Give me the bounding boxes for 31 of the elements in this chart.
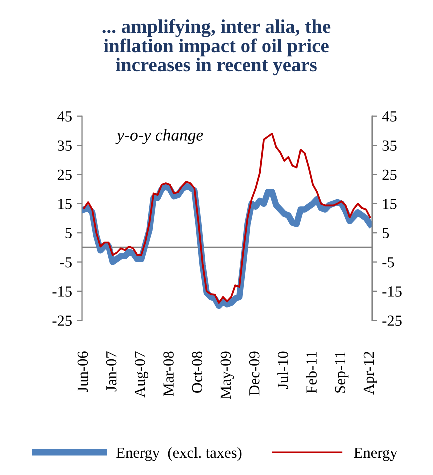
x-tick-label: Jan-07	[106, 352, 117, 392]
chart-title: ... amplifying, inter alia, the inflation impact of oil price increases in recent years	[102, 19, 331, 76]
x-tick-label: Feb-11	[306, 352, 317, 394]
legend-label: Energy (excl. taxes)	[116, 447, 242, 462]
x-tick-label: Jun-06	[78, 352, 88, 392]
y-tick-label: 35	[58, 140, 72, 152]
y-tick-label: 45	[58, 112, 72, 122]
x-tick-label: May-09	[220, 352, 234, 400]
y2-tick-label: -25	[382, 316, 402, 326]
y-tick-label: 5	[66, 228, 72, 239]
x-tick-label: Dec-09	[249, 352, 260, 396]
y2-tick-label: 45	[382, 112, 397, 122]
y-tick-label: 25	[58, 170, 72, 180]
y2-tick-label: 15	[383, 199, 397, 210]
x-tick-label: Jul-10	[278, 352, 288, 390]
legend-label: Energy	[354, 448, 398, 462]
y2-tick-label: 25	[382, 170, 397, 180]
annotation: y-o-y change	[116, 129, 204, 144]
y-tick-label: 15	[58, 199, 72, 210]
x-tick-label: Sep-11	[335, 352, 349, 393]
y-tick-label: -15	[52, 286, 72, 297]
y-tick-label: -25	[52, 316, 72, 326]
y2-tick-label: -5	[382, 258, 394, 268]
y2-tick-label: 5	[382, 228, 390, 239]
x-tick-label: Mar-08	[164, 352, 174, 396]
x-tick-label: Apr-12	[364, 352, 378, 395]
y2-tick-label: 35	[382, 140, 397, 152]
x-tick-label: Aug-07	[134, 352, 148, 398]
x-tick-label: Oct-08	[192, 352, 203, 393]
y2-tick-label: -15	[382, 286, 402, 297]
y-tick-label: -5	[60, 258, 72, 268]
